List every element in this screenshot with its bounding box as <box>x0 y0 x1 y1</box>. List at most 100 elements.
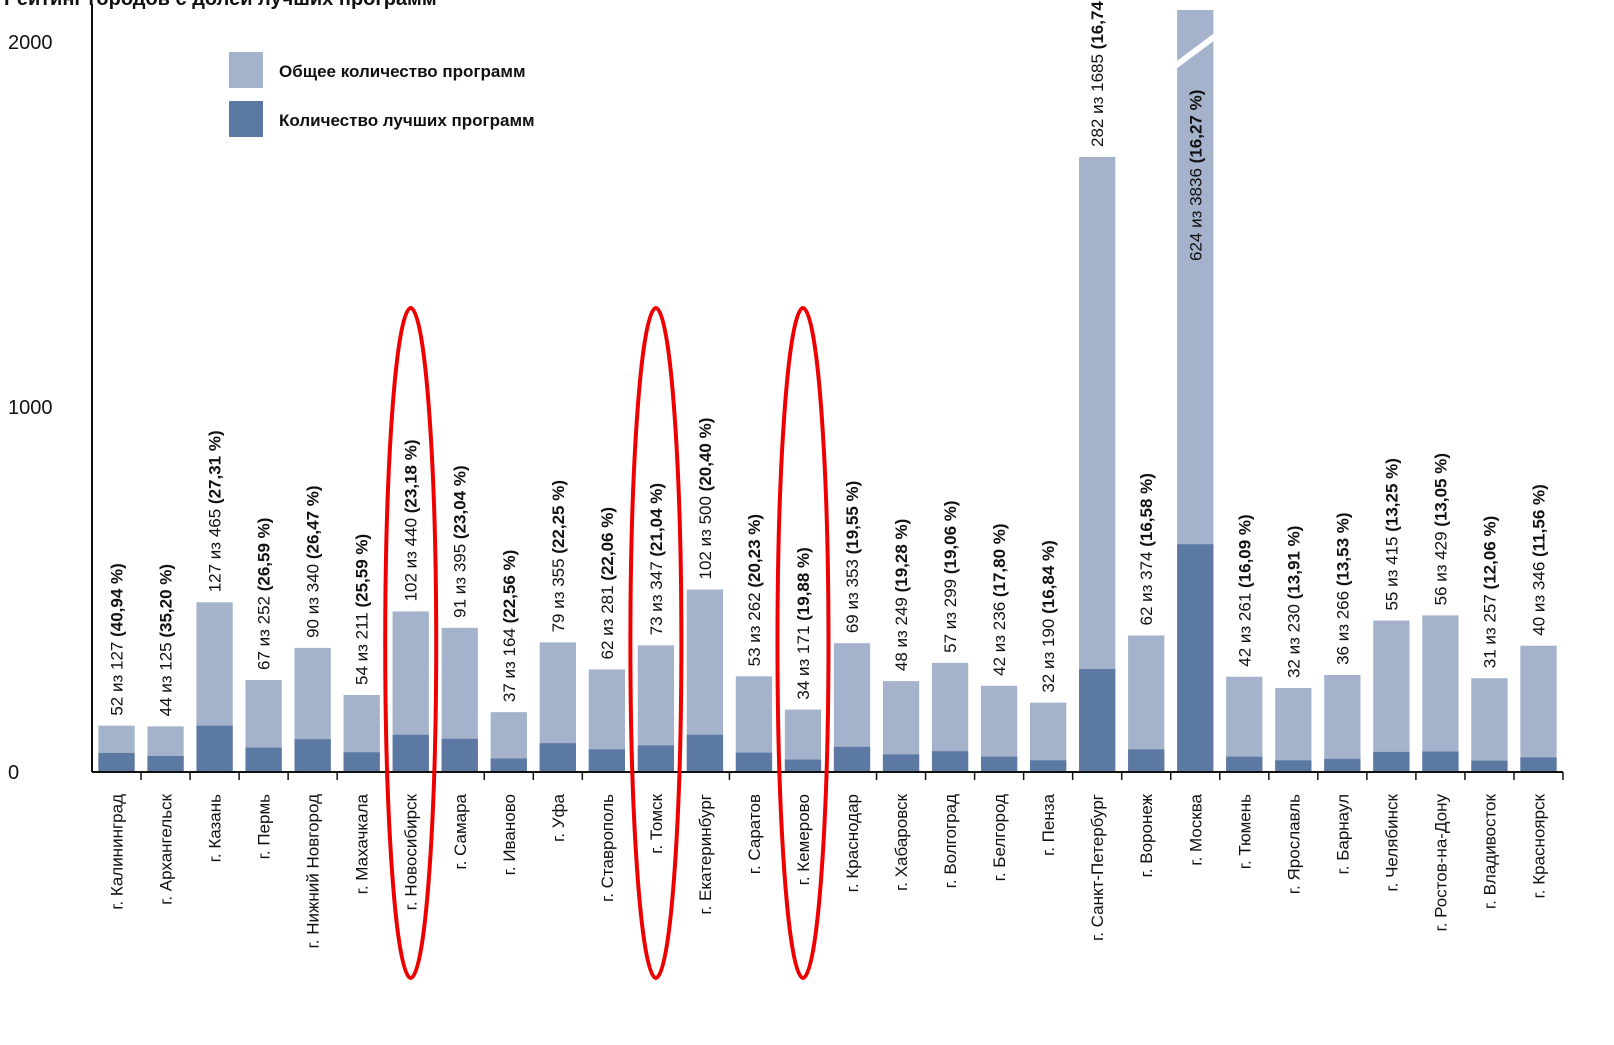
category-label: г. Ярославль <box>1284 794 1303 894</box>
bar-best <box>637 745 675 772</box>
highlight-ellipse <box>628 306 684 980</box>
y-tick-label: 2000 <box>8 32 53 54</box>
data-label: 40 из 346 (11,56 %) <box>1529 484 1548 636</box>
bar-total <box>1373 620 1410 772</box>
bar-best <box>1422 751 1459 772</box>
category-label: г. Томск <box>647 793 666 853</box>
axis-break-mark <box>1173 33 1218 69</box>
data-label: 55 из 415 (13,25 %) <box>1382 458 1401 610</box>
bar-best <box>196 725 233 772</box>
bar-best <box>441 738 478 772</box>
legend-swatch <box>229 101 263 137</box>
data-label: 32 из 230 (13,91 %) <box>1284 526 1303 678</box>
bar-total <box>1520 645 1557 772</box>
data-label: 67 из 252 (26,59 %) <box>255 518 274 670</box>
category-label: г. Белгород <box>990 794 1009 881</box>
category-label: г. Тюмень <box>1235 794 1254 869</box>
bar-best <box>1324 758 1361 772</box>
category-label: г. Краснодар <box>843 794 862 892</box>
data-label: 48 из 249 (19,28 %) <box>892 519 911 671</box>
category-label: г. Пенза <box>1039 793 1058 855</box>
bar-total <box>1226 676 1263 772</box>
category-label: г. Ростов-на-Дону <box>1431 794 1450 932</box>
bar-best <box>1275 760 1312 772</box>
bar-best <box>1128 749 1165 772</box>
bar-best <box>539 743 576 772</box>
bar-best <box>1079 669 1116 772</box>
legend-label: Количество лучших программ <box>279 111 535 130</box>
data-label: 102 из 440 (23,18 %) <box>402 440 421 602</box>
bar-best <box>294 739 331 772</box>
data-label: 34 из 171 (19,88 %) <box>794 547 813 699</box>
data-label: 56 из 429 (13,05 %) <box>1431 453 1450 605</box>
legend-swatch <box>229 52 263 88</box>
category-label: г. Калининград <box>108 794 127 910</box>
bar-best <box>588 749 625 772</box>
data-label: 90 из 340 (26,47 %) <box>304 485 323 637</box>
data-label: 42 из 236 (17,80 %) <box>990 523 1009 675</box>
data-label: 69 из 353 (19,55 %) <box>843 481 862 633</box>
category-label: г. Воронеж <box>1137 793 1156 877</box>
category-label: г. Саратов <box>745 794 764 874</box>
bar-best <box>147 755 184 772</box>
data-label: 102 из 500 (20,40 %) <box>696 418 715 580</box>
bar-best <box>343 752 380 772</box>
data-label: 36 из 266 (13,53 %) <box>1333 512 1352 664</box>
category-label: г. Пермь <box>255 794 274 859</box>
category-label: г. Челябинск <box>1382 793 1401 891</box>
category-label: г. Хабаровск <box>892 793 911 890</box>
category-label: г. Нижний Новгород <box>304 794 323 948</box>
data-label: 62 из 281 (22,06 %) <box>598 507 617 659</box>
bar-best <box>1520 757 1557 772</box>
y-tick-label: 1000 <box>8 397 53 419</box>
category-label: г. Казань <box>206 794 225 862</box>
category-label: г. Махачкала <box>353 793 372 894</box>
data-label: 282 из 1685 (16,74 %) <box>1088 0 1107 147</box>
bar-best <box>1030 760 1067 772</box>
bar-total <box>1422 615 1459 772</box>
bar-best <box>1226 756 1263 772</box>
data-label: 52 из 127 (40,94 %) <box>108 563 127 715</box>
bar-best <box>980 756 1018 772</box>
category-label: г. Владивосток <box>1480 793 1499 909</box>
data-label: 54 из 211 (25,59 %) <box>353 534 372 685</box>
bar-best <box>784 759 822 772</box>
bar-best <box>98 753 135 772</box>
data-label: 79 из 355 (22,25 %) <box>549 480 568 632</box>
category-label: г. Новосибирск <box>402 793 421 910</box>
bar-best <box>882 754 920 772</box>
bar-best <box>931 751 969 772</box>
bar-best <box>245 747 282 772</box>
highlight-ellipse <box>383 306 439 980</box>
category-label: г. Кемерово <box>794 794 813 885</box>
category-label: г. Ставрополь <box>598 794 617 902</box>
data-label: 44 из 125 (35,20 %) <box>157 564 176 716</box>
chart-title: Рейтинг городов с долей лучших программ <box>4 0 437 11</box>
data-label: 42 из 261 (16,09 %) <box>1235 514 1254 666</box>
y-tick-label: 0 <box>8 762 19 784</box>
bar-best <box>1471 760 1508 772</box>
category-label: г. Самара <box>451 793 470 869</box>
category-label: г. Архангельск <box>157 793 176 904</box>
data-label: 57 из 299 (19,06 %) <box>941 500 960 652</box>
data-label: 32 из 190 (16,84 %) <box>1039 540 1058 692</box>
category-label: г. Уфа <box>549 793 568 841</box>
data-label: 37 из 164 (22,56 %) <box>500 550 519 702</box>
bar-total <box>1128 635 1165 772</box>
bar-best <box>490 758 527 772</box>
category-label: г. Красноярск <box>1529 793 1548 898</box>
category-label: г. Москва <box>1186 793 1205 865</box>
bar-best <box>833 746 871 772</box>
bar-best <box>392 734 429 772</box>
data-label: 73 из 347 (21,04 %) <box>647 483 666 635</box>
data-label: 31 из 257 (12,06 %) <box>1480 516 1499 668</box>
bar-best <box>686 734 724 772</box>
bar-total <box>1324 674 1361 772</box>
category-label: г. Санкт-Петербург <box>1088 794 1107 941</box>
category-label: г. Волгоград <box>941 794 960 888</box>
data-label: 624 из 3836 (16,27 %) <box>1186 90 1205 261</box>
bar-best <box>735 752 773 772</box>
bar-total <box>1471 678 1508 772</box>
category-label: г. Иваново <box>500 794 519 875</box>
bar-total <box>1275 688 1312 772</box>
